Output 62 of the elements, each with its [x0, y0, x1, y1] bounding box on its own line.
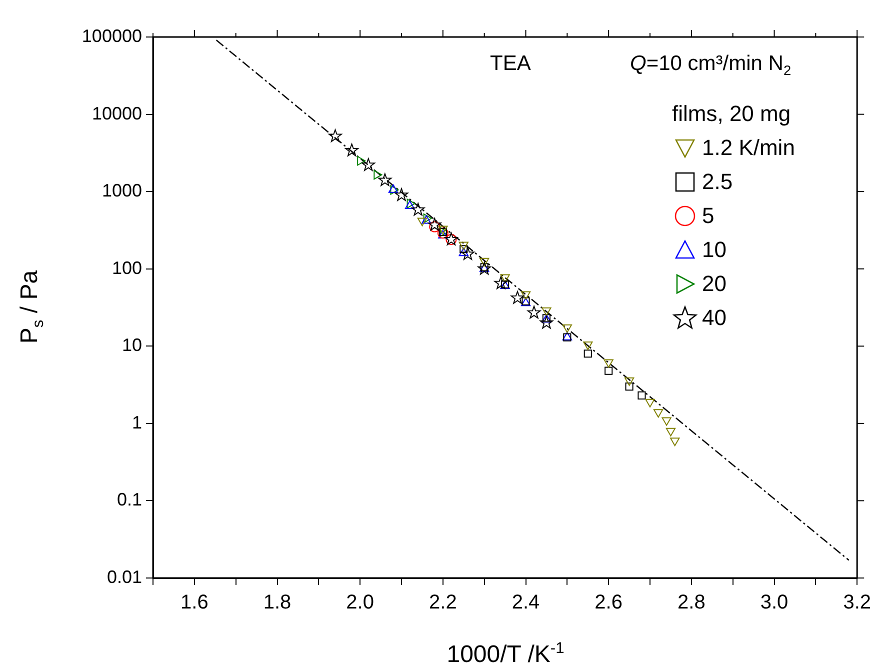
x-tick-label: 2.2 [429, 592, 457, 614]
x-tick-label: 2.4 [512, 592, 540, 614]
legend-label: 20 [702, 271, 726, 297]
x-tick-label: 2.0 [346, 592, 374, 614]
y-tick-label: 100000 [82, 26, 142, 46]
y-tick-label: 0.1 [116, 490, 142, 510]
point [478, 262, 492, 275]
legend-label: 2.5 [702, 169, 733, 195]
point [653, 409, 664, 418]
point [460, 245, 468, 254]
point [394, 188, 408, 201]
point [374, 170, 382, 180]
point [328, 129, 342, 142]
y-tick-label: 0.01 [106, 566, 142, 587]
point [670, 438, 680, 446]
y-tick-label: 1000 [102, 180, 142, 201]
point [624, 377, 634, 386]
x-tick-label: 2.6 [594, 592, 622, 614]
point [411, 202, 425, 216]
point [404, 200, 415, 210]
legend-label: 1.2 K/min [702, 135, 795, 161]
point [461, 247, 474, 260]
point [458, 242, 468, 250]
y-tick-label: 1 [132, 412, 142, 432]
point [604, 359, 614, 368]
point [542, 307, 552, 316]
x-axis-title: 1000/T /K$^{-1}$ [446, 640, 566, 669]
point [540, 316, 554, 329]
legend-label: 5 [702, 203, 714, 229]
point [510, 290, 524, 304]
point [562, 324, 572, 333]
point [584, 350, 592, 358]
y-tick-label: 10000 [92, 103, 142, 124]
legend-label: 10 [702, 237, 726, 263]
point [527, 306, 541, 319]
point [625, 382, 634, 391]
x-tick-label: 2.8 [678, 592, 706, 614]
annotation: TEA [490, 52, 531, 76]
y-tick-label: 10 [122, 335, 142, 356]
annotation: Q=10 cm³/min N$_{2}$ [630, 52, 792, 78]
x-tick-label: 1.6 [180, 592, 208, 614]
legend-label: 40 [702, 305, 726, 331]
point [638, 391, 646, 400]
point [362, 158, 376, 171]
point [604, 366, 613, 375]
x-tick-label: 3.2 [843, 592, 872, 614]
point [645, 398, 655, 408]
point [378, 173, 392, 186]
y-tick-label: 100 [112, 258, 142, 278]
legend-title: films, 20 mg [672, 100, 792, 128]
point [494, 276, 508, 290]
point [357, 156, 366, 166]
point [480, 258, 490, 266]
point [388, 184, 398, 193]
point [345, 143, 358, 156]
point [666, 428, 676, 436]
x-tick-label: 3.0 [760, 592, 788, 614]
point [583, 342, 593, 350]
point [428, 218, 442, 231]
point [662, 417, 672, 426]
x-tick-label: 1.8 [263, 592, 292, 614]
point [520, 291, 531, 300]
